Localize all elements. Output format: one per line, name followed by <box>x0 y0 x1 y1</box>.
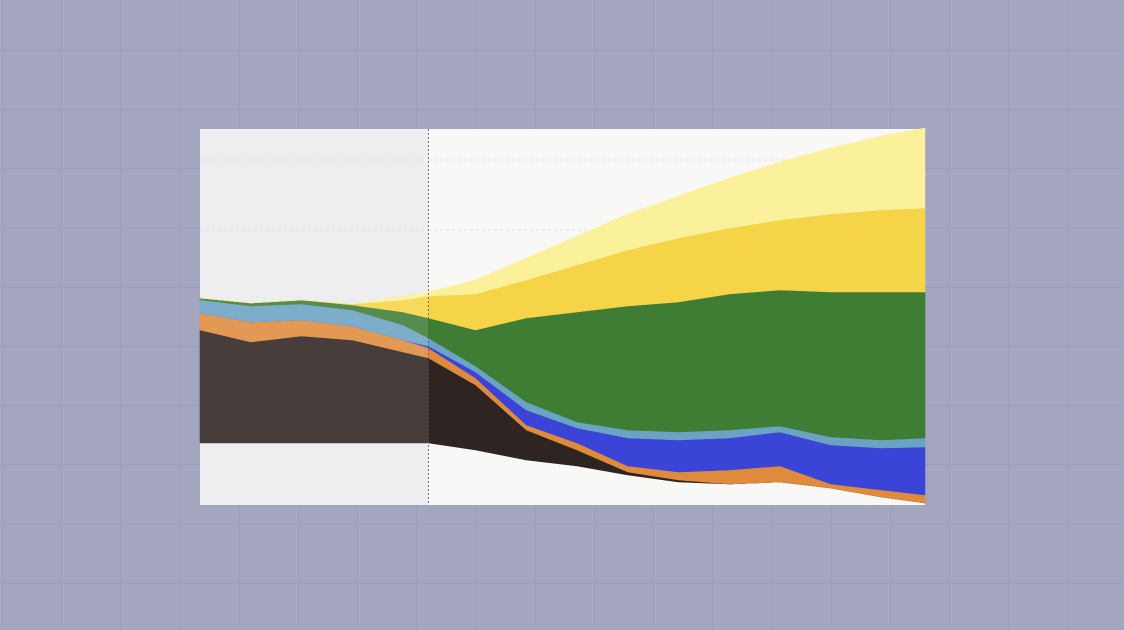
chart <box>199 127 926 505</box>
area-layer <box>199 127 926 305</box>
history-overlay <box>200 129 429 505</box>
